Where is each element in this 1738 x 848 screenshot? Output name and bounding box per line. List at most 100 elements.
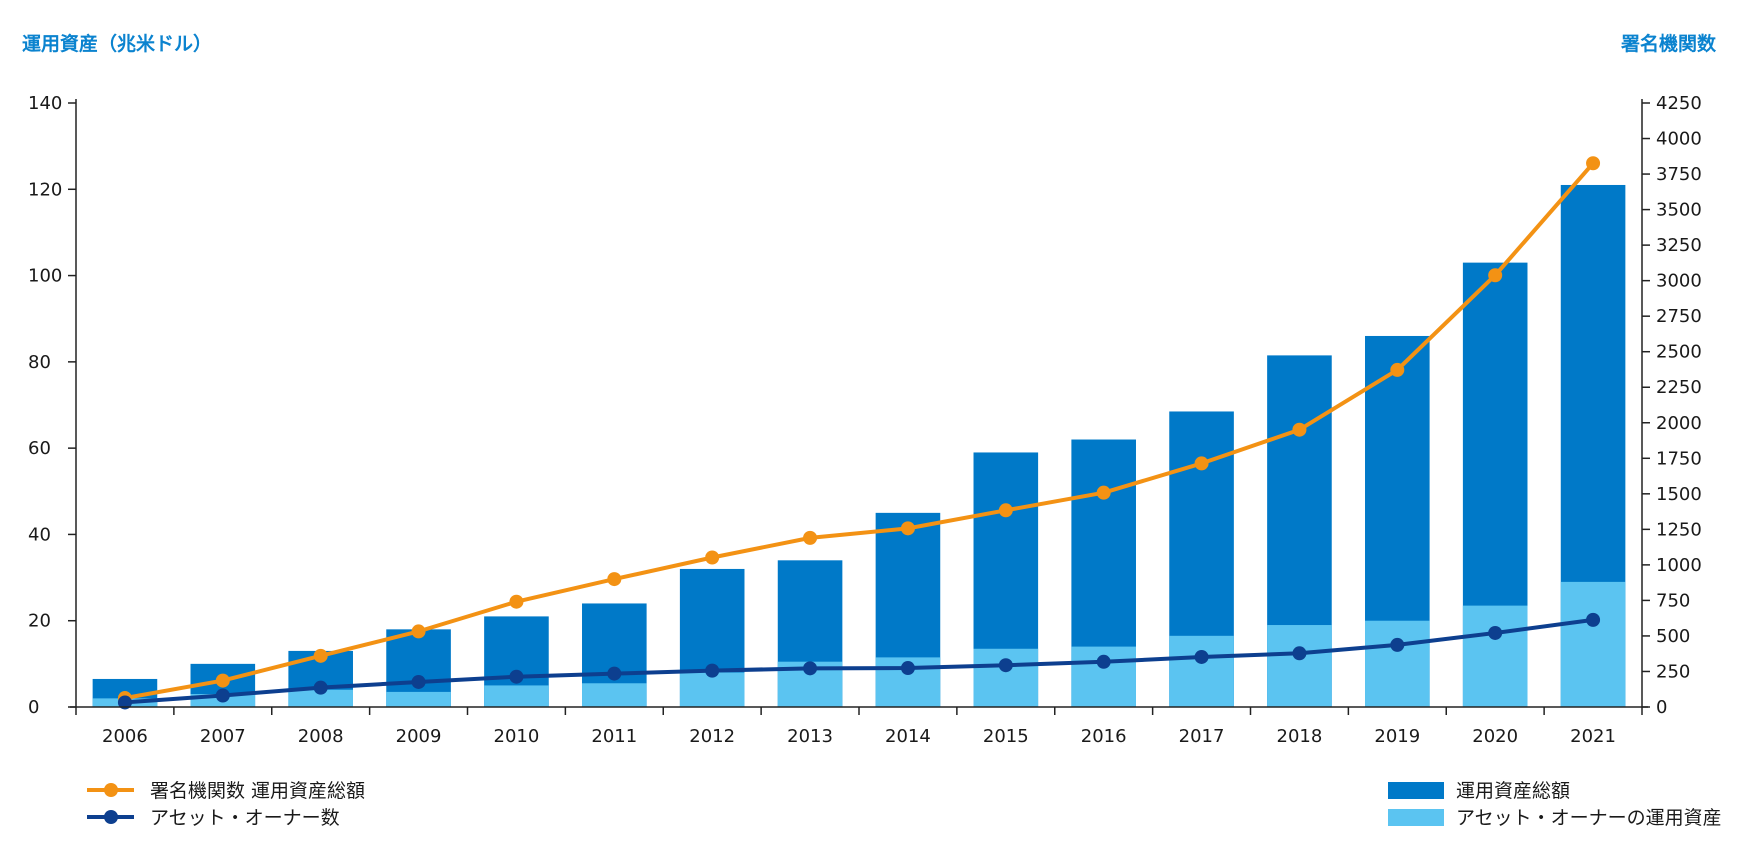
y-right-tick-label: 3500 (1656, 200, 1702, 221)
y-right-tick-label: 750 (1656, 590, 1690, 611)
bar-asset-owner-aum-2017 (1169, 635, 1234, 707)
signatories-point-2019 (1390, 362, 1405, 377)
asset-owners-point-2015 (998, 658, 1013, 673)
y-right-tick-label: 2500 (1656, 342, 1702, 363)
legend-line-label: 署名機関数 運用資産総額 (150, 780, 365, 802)
asset-owners-point-2009 (411, 674, 426, 689)
x-tick-label: 2015 (983, 726, 1029, 747)
asset-owners-point-2021 (1586, 612, 1601, 627)
legend-line-label: アセット・オーナー数 (150, 807, 340, 829)
signatories-point-2020 (1488, 268, 1503, 283)
x-tick-label: 2017 (1179, 726, 1225, 747)
x-tick-label: 2009 (396, 726, 442, 747)
asset-owners-point-2017 (1194, 649, 1209, 664)
x-tick-label: 2008 (298, 726, 344, 747)
x-tick-label: 2006 (102, 726, 148, 747)
signatories-point-2012 (705, 550, 720, 565)
signatories-point-2015 (998, 503, 1013, 518)
signatories-point-2007 (215, 673, 230, 688)
asset-owners-point-2010 (509, 669, 524, 684)
legend-line-marker (104, 810, 118, 824)
y-left-tick-label: 60 (28, 438, 51, 459)
x-tick-label: 2018 (1277, 726, 1323, 747)
asset-owners-point-2013 (803, 661, 818, 676)
bar-asset-owner-aum-2010 (484, 685, 549, 707)
bar-asset-owner-aum-2009 (386, 691, 451, 707)
y-right-tick-label: 1500 (1656, 484, 1702, 505)
bar-asset-owner-aum-2008 (288, 689, 353, 707)
y-left-tick-label: 20 (28, 611, 51, 632)
y-right-tick-label: 4250 (1656, 93, 1702, 114)
asset-owners-point-2008 (313, 680, 328, 695)
bar-asset-owner-aum-2019 (1365, 620, 1430, 707)
signatories-point-2010 (509, 594, 524, 609)
y-right-tick-label: 0 (1656, 697, 1667, 718)
y-left-tick-label: 80 (28, 352, 51, 373)
x-tick-label: 2011 (591, 726, 637, 747)
y-right-tick-label: 1000 (1656, 555, 1702, 576)
y-left-tick-label: 40 (28, 524, 51, 545)
bars-group (92, 184, 1626, 707)
y-left-tick-label: 140 (28, 93, 62, 114)
x-tick-label: 2016 (1081, 726, 1127, 747)
x-tick-label: 2007 (200, 726, 246, 747)
signatories-point-2011 (607, 572, 622, 587)
signatories-point-2014 (900, 521, 915, 536)
y-right-tick-label: 2000 (1656, 413, 1702, 434)
y-right-axis-title: 署名機関数 (1621, 32, 1717, 55)
x-tick-label: 2020 (1472, 726, 1518, 747)
y-right-tick-label: 3000 (1656, 271, 1702, 292)
x-tick-label: 2013 (787, 726, 833, 747)
asset-owners-point-2007 (215, 688, 230, 703)
signatories-point-2017 (1194, 456, 1209, 471)
x-tick-label: 2021 (1570, 726, 1616, 747)
y-right-tick-label: 500 (1656, 626, 1690, 647)
legend-line-marker (104, 783, 118, 797)
y-right-tick-label: 1750 (1656, 448, 1702, 469)
signatories-point-2021 (1586, 156, 1601, 171)
x-tick-label: 2010 (494, 726, 540, 747)
legend-bar-label: 運用資産総額 (1456, 780, 1570, 802)
asset-owners-point-2011 (607, 666, 622, 681)
signatories-point-2016 (1096, 485, 1111, 500)
y-left-tick-label: 0 (28, 697, 39, 718)
y-left-tick-label: 120 (28, 179, 62, 200)
y-right-tick-label: 2750 (1656, 306, 1702, 327)
bar-asset-owner-aum-2012 (679, 672, 745, 707)
asset-owners-point-2020 (1488, 625, 1503, 640)
asset-owners-line (124, 617, 1594, 705)
x-tick-label: 2012 (689, 726, 735, 747)
asset-owners-point-2019 (1390, 637, 1405, 652)
y-right-tick-label: 3250 (1656, 235, 1702, 256)
y-right-tick-label: 2250 (1656, 377, 1702, 398)
y-right-tick-label: 3750 (1656, 164, 1702, 185)
asset-owners-point-2016 (1096, 654, 1111, 669)
legend-bar-swatch (1388, 809, 1444, 826)
y-right-tick-label: 4000 (1656, 129, 1702, 150)
y-right-tick-label: 1250 (1656, 519, 1702, 540)
signatories-point-2008 (313, 648, 328, 663)
asset-owners-point-2018 (1292, 646, 1307, 661)
y-right-tick-label: 250 (1656, 661, 1690, 682)
bar-asset-owner-aum-2018 (1267, 625, 1332, 707)
signatories-point-2018 (1292, 422, 1307, 437)
lines-group (117, 156, 1601, 710)
signatories-point-2009 (411, 624, 426, 639)
signatories-point-2013 (803, 530, 818, 545)
bar-asset-owner-aum-2020 (1462, 605, 1528, 707)
asset-owners-point-2012 (705, 663, 720, 678)
asset-owners-point-2006 (117, 695, 132, 710)
y-left-tick-label: 100 (28, 266, 62, 287)
axes-group: 0 20 40 60 80 100 120 140 0 250 500 750 1000 1250 1500… (28, 93, 1702, 747)
legend-bar-swatch (1388, 782, 1444, 799)
bar-asset-owner-aum-2021 (1560, 581, 1626, 707)
signatories-line (124, 161, 1595, 701)
y-left-axis-title: 運用資産（兆米ドル） (22, 32, 212, 55)
legend-bar-label: アセット・オーナーの運用資産 (1456, 807, 1722, 829)
asset-owners-point-2014 (900, 661, 915, 676)
bar-asset-owner-aum-2011 (582, 683, 647, 707)
x-tick-label: 2019 (1374, 726, 1420, 747)
x-tick-label: 2014 (885, 726, 931, 747)
